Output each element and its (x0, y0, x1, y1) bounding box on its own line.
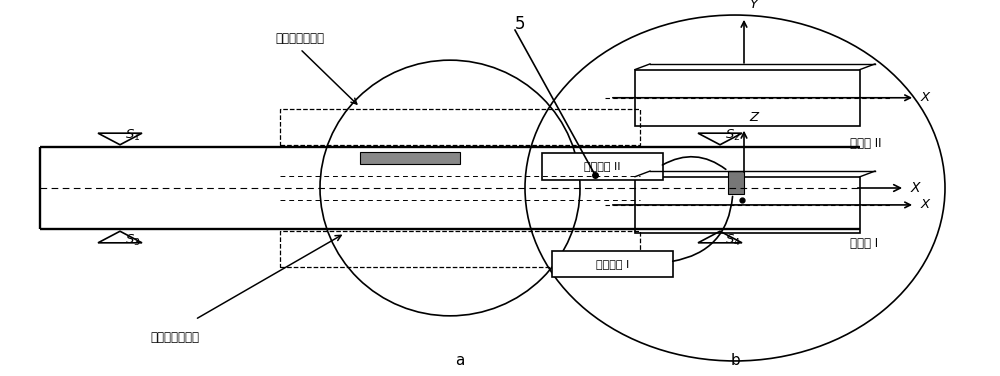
Text: 应变通道 II: 应变通道 II (584, 161, 621, 171)
Text: a: a (455, 353, 465, 368)
Text: 5: 5 (515, 15, 525, 33)
Text: $Y$: $Y$ (749, 0, 760, 11)
Bar (280, 231, 640, 267)
Text: $S_3$: $S_3$ (125, 233, 141, 248)
Bar (635, 177, 860, 233)
Text: $Z$: $Z$ (749, 111, 761, 124)
Bar (280, 109, 640, 145)
Bar (728, 171, 744, 194)
Text: b: b (730, 353, 740, 368)
FancyBboxPatch shape (552, 251, 673, 277)
Text: $X$: $X$ (920, 199, 932, 211)
Text: $X$: $X$ (920, 91, 932, 104)
Text: 上侧可选测试区: 上侧可选测试区 (276, 32, 324, 45)
Text: 下侧可选测试区: 下侧可选测试区 (150, 331, 200, 344)
Text: $S_1$: $S_1$ (125, 128, 140, 143)
Bar (635, 70, 860, 126)
FancyBboxPatch shape (542, 153, 663, 180)
Text: $X$: $X$ (910, 181, 922, 195)
Text: 应变片 I: 应变片 I (850, 237, 878, 250)
Text: 应变通道 I: 应变通道 I (596, 259, 629, 269)
Bar (360, 152, 460, 164)
Text: 应变片 II: 应变片 II (850, 137, 882, 150)
Text: $S_4$: $S_4$ (725, 233, 741, 248)
Text: $S_2$: $S_2$ (725, 128, 740, 143)
